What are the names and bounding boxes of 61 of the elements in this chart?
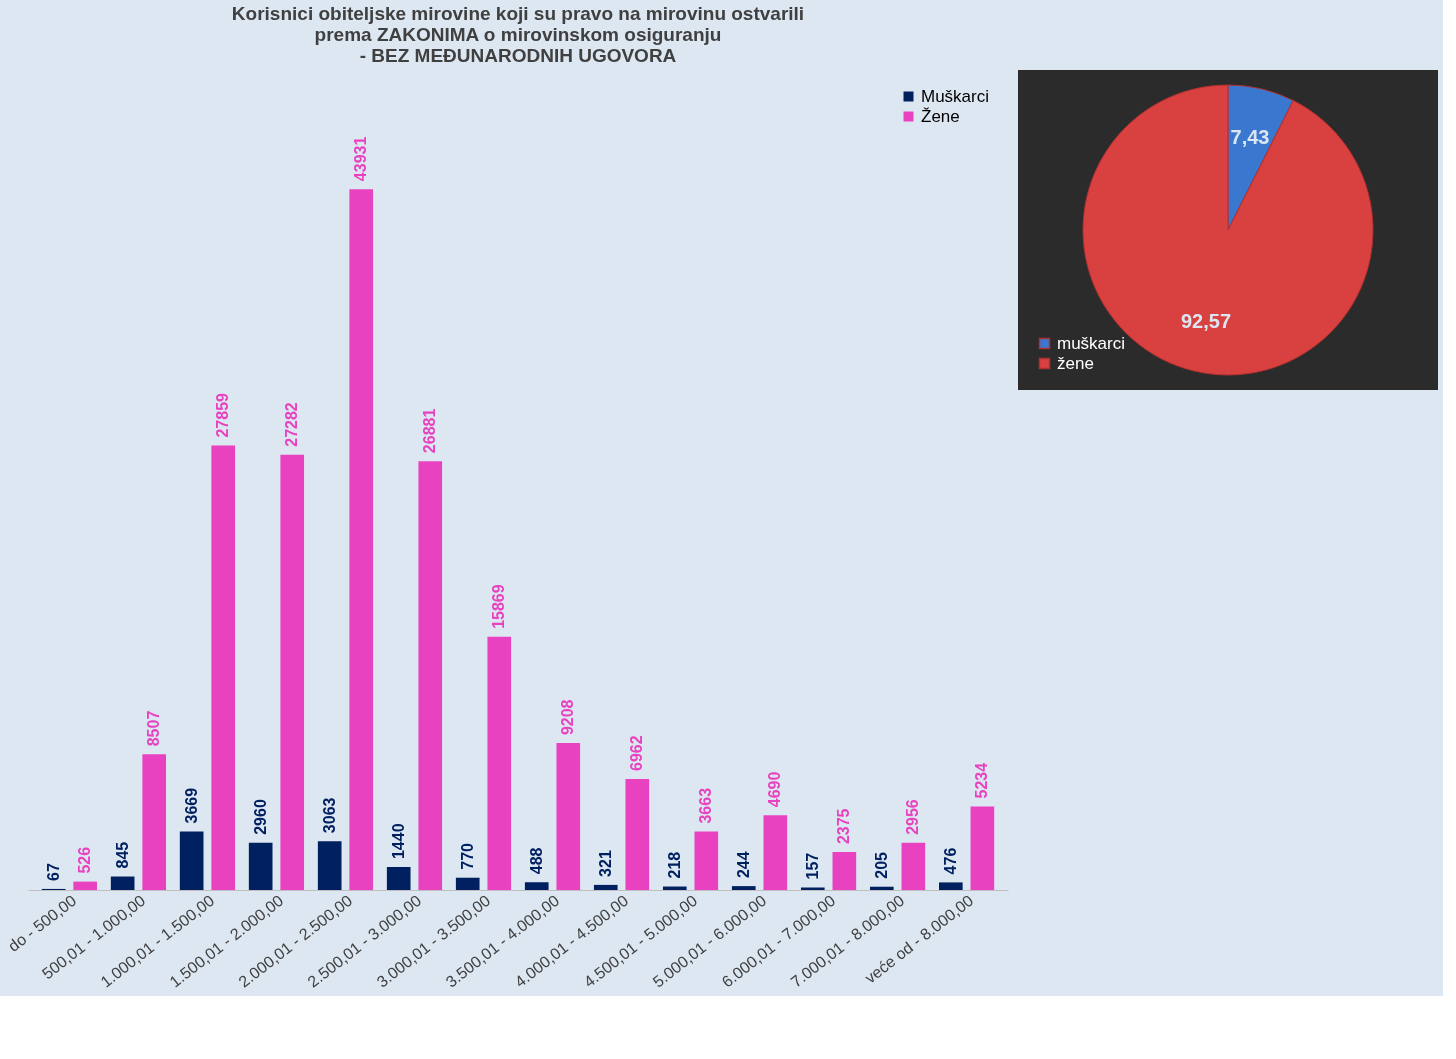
bar bbox=[901, 842, 926, 890]
bar bbox=[73, 881, 98, 890]
data-label: 5234 bbox=[973, 762, 991, 799]
legend-label: Muškarci bbox=[921, 86, 990, 106]
bar bbox=[869, 886, 894, 890]
data-label: 244 bbox=[734, 851, 752, 879]
bar bbox=[625, 778, 650, 890]
bar bbox=[487, 636, 512, 890]
data-label: 770 bbox=[458, 842, 476, 870]
data-label: 526 bbox=[76, 846, 94, 874]
data-label: 26881 bbox=[421, 408, 439, 454]
data-label: 3063 bbox=[320, 797, 338, 834]
data-label: 3669 bbox=[182, 787, 200, 824]
bar bbox=[248, 842, 273, 890]
bar bbox=[800, 887, 825, 890]
data-label: 321 bbox=[596, 850, 614, 877]
data-label: 67 bbox=[44, 863, 62, 881]
bar bbox=[556, 743, 581, 890]
bar bbox=[418, 461, 443, 890]
data-label: 845 bbox=[113, 841, 131, 869]
data-label: 205 bbox=[872, 851, 890, 879]
legend-label: žene bbox=[1057, 353, 1094, 373]
bar bbox=[280, 454, 305, 890]
bar bbox=[694, 831, 719, 890]
data-label: 157 bbox=[803, 852, 821, 880]
bar bbox=[386, 867, 411, 890]
data-label: 2956 bbox=[904, 799, 922, 835]
data-label: 476 bbox=[941, 847, 959, 875]
bar bbox=[110, 876, 135, 890]
data-label: 27859 bbox=[214, 392, 232, 438]
bar bbox=[349, 189, 374, 890]
bar bbox=[211, 445, 236, 890]
data-label: 6962 bbox=[628, 735, 646, 771]
data-label: 3663 bbox=[697, 787, 715, 824]
bar bbox=[524, 882, 549, 890]
bar bbox=[970, 806, 995, 890]
data-label: 7,43 bbox=[1230, 125, 1270, 148]
data-label: 488 bbox=[527, 847, 545, 875]
data-label: 2375 bbox=[835, 808, 853, 845]
data-label: 15869 bbox=[490, 584, 508, 629]
bar bbox=[731, 886, 756, 890]
bar bbox=[455, 877, 480, 890]
bar bbox=[317, 841, 342, 890]
bar bbox=[832, 852, 857, 890]
data-label: 43931 bbox=[352, 136, 370, 182]
data-label: 27282 bbox=[283, 402, 301, 447]
data-label: 2960 bbox=[251, 799, 269, 835]
data-label: 9208 bbox=[559, 699, 577, 736]
bar bbox=[763, 815, 788, 890]
legend-label: Žene bbox=[921, 106, 960, 126]
data-label: 4690 bbox=[766, 771, 784, 808]
bar bbox=[938, 882, 963, 890]
data-label: 92,57 bbox=[1180, 310, 1232, 333]
data-label: 1440 bbox=[389, 823, 407, 860]
data-label: 8507 bbox=[145, 710, 163, 747]
bar bbox=[593, 884, 618, 890]
bar bbox=[142, 754, 167, 890]
bar bbox=[179, 831, 204, 890]
legend-label: muškarci bbox=[1057, 333, 1126, 353]
chart-title: Korisnici obiteljske mirovine koji su pravo na mirovinu ostvarili prema ZAKONIMA o mirovinskom osiguranju - BEZ MEĐUNARODNIH UGOVORA bbox=[231, 3, 805, 66]
data-label: 218 bbox=[665, 851, 683, 879]
